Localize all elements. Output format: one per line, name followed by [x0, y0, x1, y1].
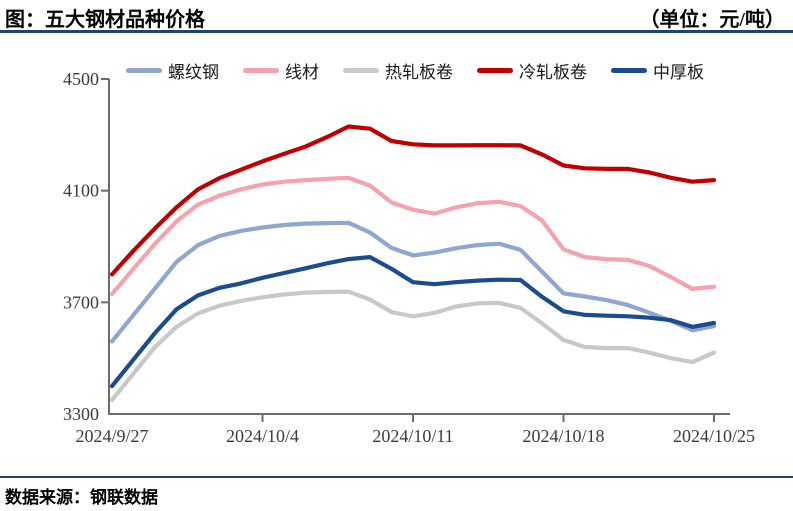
y-axis-tick-label: 4100 [63, 181, 99, 201]
legend-swatch-icon [243, 68, 279, 73]
legend-label: 螺纹钢 [168, 63, 219, 82]
x-axis-tick-label: 2024/10/11 [372, 426, 453, 446]
legend-swatch-icon [477, 68, 513, 73]
series-line-0 [109, 220, 717, 344]
legend-label: 中厚板 [653, 63, 704, 82]
legend-swatch-icon [126, 68, 162, 73]
chart-title: 图：五大钢材品种价格 [5, 9, 205, 31]
legend-label: 热轧板卷 [385, 63, 453, 82]
x-axis-tick-label: 2024/10/25 [673, 426, 755, 446]
series-line-3 [109, 124, 717, 277]
legend-item-1: 线材 [243, 58, 319, 83]
legend-item-4: 中厚板 [611, 58, 704, 83]
legend-swatch-icon [611, 68, 647, 73]
series-line-1 [109, 175, 717, 297]
axis-lines [108, 79, 730, 415]
chart-header: 图：五大钢材品种价格 （单位：元/吨） [0, 0, 793, 31]
legend-label: 线材 [285, 63, 319, 82]
unit-label: （单位：元/吨） [639, 9, 785, 31]
header-divider [0, 30, 793, 33]
data-source: 数据来源：钢联数据 [5, 488, 158, 507]
legend-item-0: 螺纹钢 [126, 58, 219, 83]
legend-swatch-icon [343, 68, 379, 73]
y-axis-tick-label: 3300 [63, 404, 99, 424]
x-axis-tick-label: 2024/10/4 [226, 426, 299, 446]
footer-divider [0, 476, 793, 478]
legend: 螺纹钢 线材 热轧板卷 冷轧板卷 中厚板 [95, 58, 735, 83]
legend-item-3: 冷轧板卷 [477, 58, 587, 83]
y-axis-tick-label: 4500 [63, 69, 99, 89]
x-axis-tick-label: 2024/9/27 [75, 426, 148, 446]
legend-label: 冷轧板卷 [519, 63, 587, 82]
series-line-2 [109, 289, 717, 403]
series-line-4 [109, 255, 717, 389]
legend-item-2: 热轧板卷 [343, 58, 453, 83]
x-axis-tick-label: 2024/10/18 [522, 426, 604, 446]
y-axis-tick-label: 3700 [63, 292, 99, 312]
